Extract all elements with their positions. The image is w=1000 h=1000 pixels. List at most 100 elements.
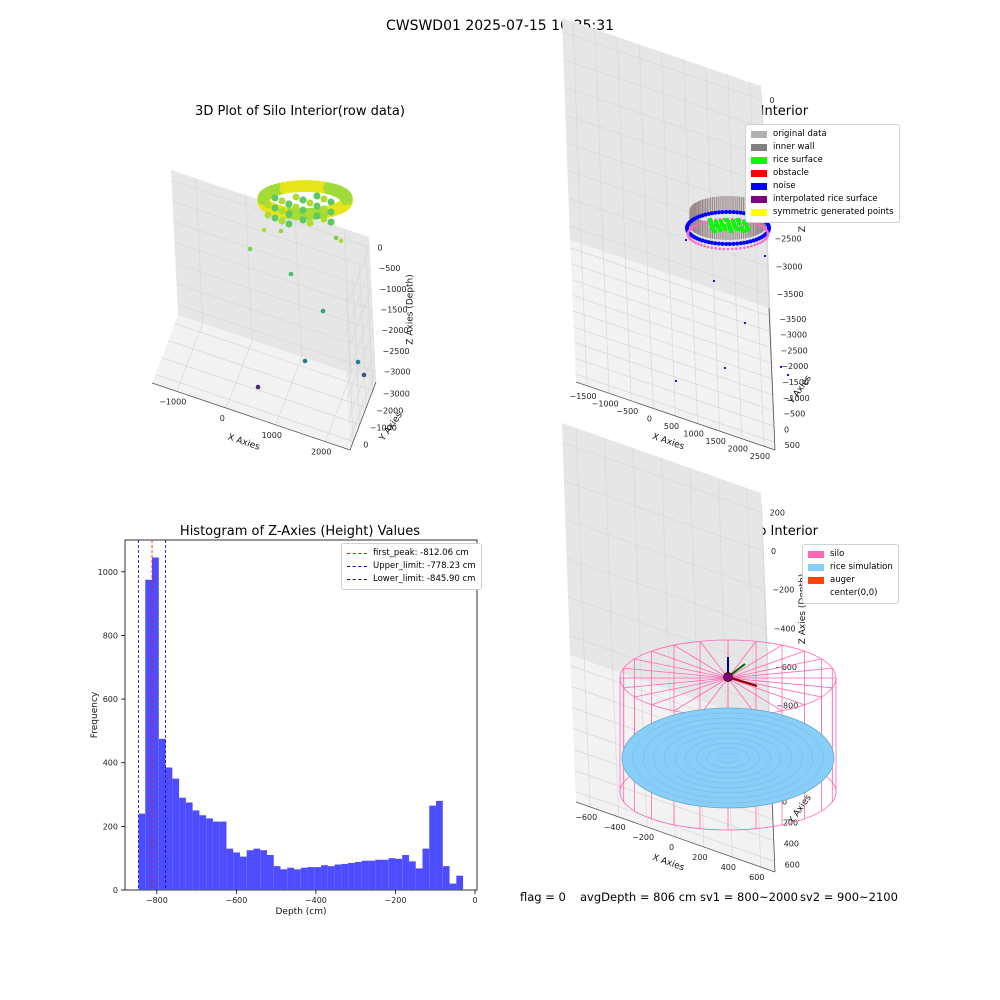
rice-mesh-line: [685, 737, 771, 779]
obstacle-point: [710, 246, 713, 249]
histogram-bar: [314, 867, 322, 890]
y-tick-label: 400: [784, 840, 799, 849]
noise-point: [738, 210, 743, 215]
rice-mesh-line: [632, 712, 824, 804]
data-point: [306, 199, 314, 207]
rice-surface-point: [714, 220, 718, 224]
x-axis-line: [575, 381, 776, 451]
histogram-bar: [334, 864, 342, 890]
histogram-bar: [436, 800, 443, 890]
obstacle-point: [743, 246, 746, 249]
obstacle-point: [746, 245, 750, 249]
silo-roof-wire: [651, 650, 729, 679]
noise-point: [786, 373, 790, 377]
legend-item: auger: [808, 574, 893, 587]
obstacle-point: [759, 223, 762, 227]
legend-label: symmetric generated points: [773, 207, 894, 217]
y-tick-label: 600: [785, 861, 800, 870]
sv1-text: sv1 = 800~2000: [700, 890, 798, 904]
grid-line: [594, 29, 604, 252]
data-point: [306, 209, 314, 217]
avg-depth-text: avgDepth = 806 cm: [580, 890, 697, 904]
grid-line: [175, 262, 374, 399]
noise-point: [748, 239, 753, 244]
data-point: [255, 384, 261, 390]
obstacle-point: [697, 222, 700, 226]
silo-roof-wire: [727, 641, 757, 679]
y-axis-line: [768, 307, 776, 451]
obstacle-point: [739, 247, 742, 250]
plot1-3d-axes: −10000100020000−1000−2000−30000−500−1000…: [151, 170, 416, 457]
grid-line: [171, 180, 370, 316]
z-tick-label: −2500: [383, 347, 410, 356]
noise-point: [738, 241, 743, 246]
y-tick-label: 0: [113, 886, 118, 895]
data-point: [278, 197, 286, 205]
z-tick-label: −3500: [777, 290, 804, 299]
grid-line: [573, 326, 773, 396]
noise-point: [723, 366, 727, 370]
histogram-bar: [185, 802, 193, 890]
histogram-title: Histogram of Z-Axies (Height) Values: [179, 524, 421, 539]
grid-line: [161, 357, 360, 425]
x-axis-label: X Axies: [226, 433, 261, 453]
noise-point: [716, 210, 721, 215]
histogram-bar: [226, 848, 234, 890]
histogram-bar: [192, 810, 200, 890]
data-point: [261, 227, 267, 233]
rice-surface-point: [731, 219, 735, 223]
noise-point: [684, 238, 688, 242]
x-axis-label: Depth (cm): [275, 907, 326, 917]
z-tick-label: 0: [378, 243, 383, 252]
legend-swatch: [751, 170, 767, 177]
legend-swatch: [751, 144, 767, 151]
plot4-3d-axes: −600−400−20002004006006004002000−200−400…: [562, 423, 837, 882]
floor-pane: [152, 315, 376, 450]
x-tick-label: 200: [692, 853, 707, 862]
x-tick-label: 2000: [311, 448, 331, 457]
silo-roof-wire: [623, 667, 729, 679]
z-tick-label: −400: [774, 624, 796, 633]
auger-arm: [727, 676, 758, 687]
z-tick-label: −2000: [382, 326, 409, 335]
noise-point: [713, 241, 718, 246]
z-tick-label: −1500: [381, 306, 408, 315]
grid-line: [168, 340, 367, 408]
obstacle-point: [690, 226, 693, 230]
x-tick-label: −400: [305, 896, 327, 905]
noise-point: [706, 211, 711, 216]
data-point: [302, 358, 308, 364]
y-tick-label: −2000: [781, 362, 808, 371]
rice-surface-point: [710, 224, 714, 228]
histogram-bar: [307, 867, 315, 890]
data-point: [285, 210, 293, 218]
obstacle-point: [694, 241, 697, 245]
data-point: [278, 228, 284, 234]
noise-point: [700, 213, 705, 218]
data-point: [278, 207, 286, 215]
noise-point: [731, 241, 736, 246]
grid-line: [575, 791, 775, 862]
grid-line: [174, 242, 373, 378]
x-axis-line: [151, 382, 351, 451]
rice-surface-point: [732, 222, 736, 226]
histogram-bar: [321, 865, 328, 890]
z-tick-label: −800: [776, 702, 798, 711]
x-tick-label: 1500: [706, 437, 726, 446]
rice-surface-point: [737, 221, 741, 225]
silo-roof-wire: [727, 650, 805, 679]
legend-item: first_peak: -812.06 cm: [347, 547, 476, 560]
silo-roof-wire: [651, 677, 729, 706]
silo-roof-wire: [673, 677, 729, 712]
silo-roof-wire: [727, 677, 805, 706]
histogram-bar: [152, 557, 159, 890]
plot4-legend: silo rice simulation auger center(0,0): [802, 544, 899, 604]
noise-point: [709, 211, 714, 216]
histogram-bar: [368, 860, 376, 890]
obstacle-point: [753, 243, 757, 247]
obstacle-point: [759, 241, 762, 245]
obstacle-point: [750, 244, 753, 248]
histogram-bar: [354, 862, 362, 890]
histogram-bar: [327, 866, 335, 890]
data-point: [264, 191, 272, 199]
